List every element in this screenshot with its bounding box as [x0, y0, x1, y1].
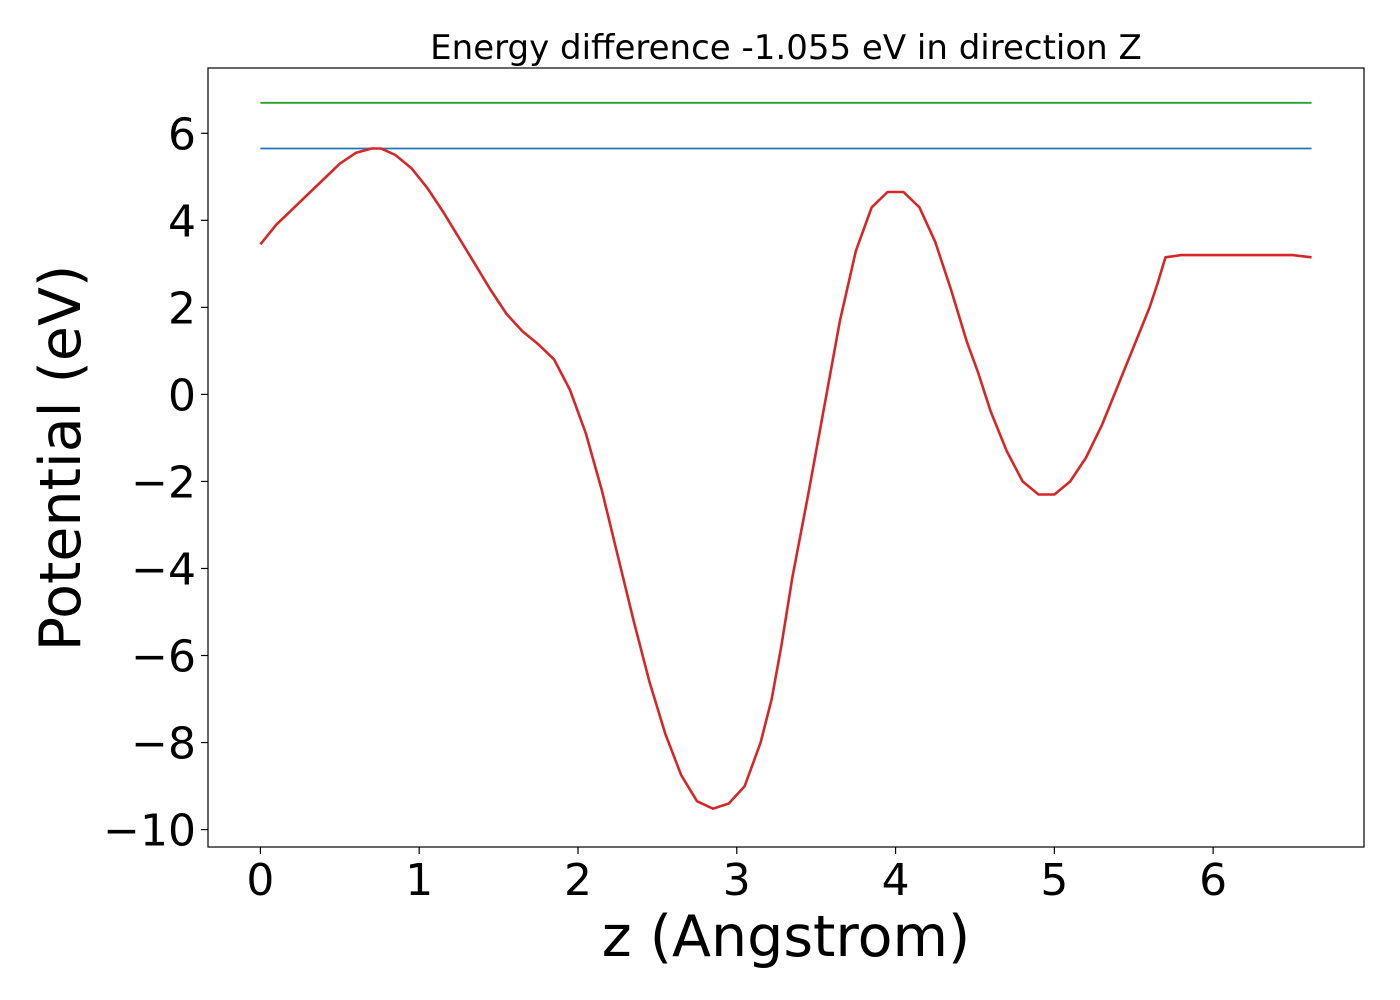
x-tick-label: 2 — [564, 855, 592, 906]
y-axis-ticks: 6 4 2 0 −2 −4 −6 −8 −10 — [103, 109, 208, 857]
x-tick-label: 3 — [723, 855, 751, 906]
x-tick-label: 5 — [1040, 855, 1068, 906]
x-axis-ticks: 0 1 2 3 4 5 6 — [246, 847, 1227, 906]
y-tick-label: −6 — [131, 632, 196, 683]
y-tick-label: −10 — [103, 806, 196, 857]
series-line-2 — [259, 147, 1312, 811]
series-layer — [259, 101, 1312, 811]
y-tick-label: −2 — [131, 457, 196, 508]
x-tick-label: 4 — [882, 855, 910, 906]
x-tick-label: 0 — [246, 855, 274, 906]
chart-title: Energy difference -1.055 eV in direction… — [430, 28, 1142, 68]
y-tick-label: 2 — [168, 283, 196, 334]
y-tick-label: 0 — [168, 370, 196, 421]
x-tick-label: 1 — [405, 855, 433, 906]
plot-frame — [207, 67, 1365, 848]
y-tick-label: −4 — [131, 544, 196, 595]
y-tick-label: 6 — [168, 109, 196, 160]
x-tick-label: 6 — [1199, 855, 1227, 906]
x-axis-label: z (Angstrom) — [602, 904, 970, 970]
y-axis-label: Potential (eV) — [28, 265, 94, 651]
y-tick-label: −8 — [131, 719, 196, 770]
y-tick-label: 4 — [168, 196, 196, 247]
